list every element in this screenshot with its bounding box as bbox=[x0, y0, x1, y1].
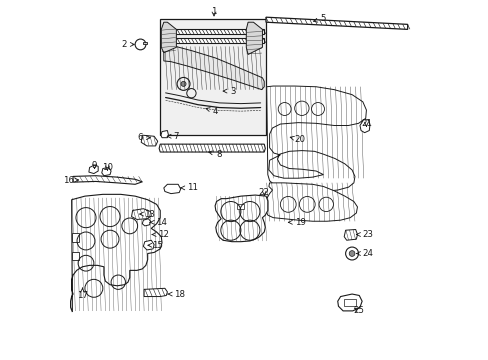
Text: 18: 18 bbox=[168, 289, 184, 298]
Text: 24: 24 bbox=[356, 249, 373, 258]
Polygon shape bbox=[141, 135, 158, 146]
Text: 7: 7 bbox=[167, 132, 179, 141]
Text: 5: 5 bbox=[313, 14, 325, 23]
Text: 21: 21 bbox=[360, 119, 371, 128]
Polygon shape bbox=[131, 209, 151, 220]
Bar bbox=[160, 19, 265, 135]
Text: 8: 8 bbox=[208, 150, 222, 159]
Text: 19: 19 bbox=[288, 218, 305, 227]
Polygon shape bbox=[161, 22, 176, 53]
Text: 13: 13 bbox=[140, 210, 155, 219]
Polygon shape bbox=[265, 17, 407, 30]
Text: 1: 1 bbox=[211, 7, 216, 16]
Text: 10: 10 bbox=[102, 163, 113, 172]
Text: 15: 15 bbox=[147, 241, 163, 250]
Polygon shape bbox=[162, 39, 264, 42]
Text: 3: 3 bbox=[223, 86, 235, 95]
Text: 20: 20 bbox=[290, 135, 305, 144]
Circle shape bbox=[181, 81, 185, 86]
Polygon shape bbox=[344, 229, 357, 240]
Text: 4: 4 bbox=[205, 107, 218, 116]
Polygon shape bbox=[102, 167, 111, 176]
Text: 11: 11 bbox=[181, 183, 198, 192]
Polygon shape bbox=[161, 131, 168, 138]
Text: 16: 16 bbox=[63, 176, 79, 185]
Polygon shape bbox=[70, 194, 162, 312]
Polygon shape bbox=[72, 233, 79, 242]
Text: 23: 23 bbox=[356, 230, 373, 239]
Polygon shape bbox=[163, 46, 264, 90]
Text: 6: 6 bbox=[138, 133, 150, 142]
Polygon shape bbox=[72, 252, 79, 260]
Text: 14: 14 bbox=[150, 218, 166, 227]
Text: 22: 22 bbox=[258, 188, 269, 197]
Polygon shape bbox=[143, 42, 147, 44]
Text: 2: 2 bbox=[122, 40, 134, 49]
Polygon shape bbox=[143, 240, 154, 250]
Polygon shape bbox=[246, 22, 262, 54]
Polygon shape bbox=[89, 165, 98, 174]
Polygon shape bbox=[344, 299, 355, 306]
Circle shape bbox=[348, 251, 354, 256]
Text: 12: 12 bbox=[152, 230, 169, 239]
Polygon shape bbox=[215, 195, 267, 242]
Polygon shape bbox=[237, 204, 244, 209]
Text: 9: 9 bbox=[92, 161, 97, 170]
Polygon shape bbox=[159, 144, 265, 152]
Polygon shape bbox=[265, 183, 357, 221]
Polygon shape bbox=[266, 86, 366, 192]
Polygon shape bbox=[142, 219, 150, 226]
Polygon shape bbox=[359, 120, 369, 133]
Polygon shape bbox=[73, 176, 142, 184]
Polygon shape bbox=[163, 184, 180, 194]
Text: 17: 17 bbox=[77, 288, 88, 300]
Polygon shape bbox=[162, 30, 264, 34]
Polygon shape bbox=[144, 288, 167, 297]
Polygon shape bbox=[337, 294, 362, 311]
Text: 25: 25 bbox=[353, 306, 364, 315]
